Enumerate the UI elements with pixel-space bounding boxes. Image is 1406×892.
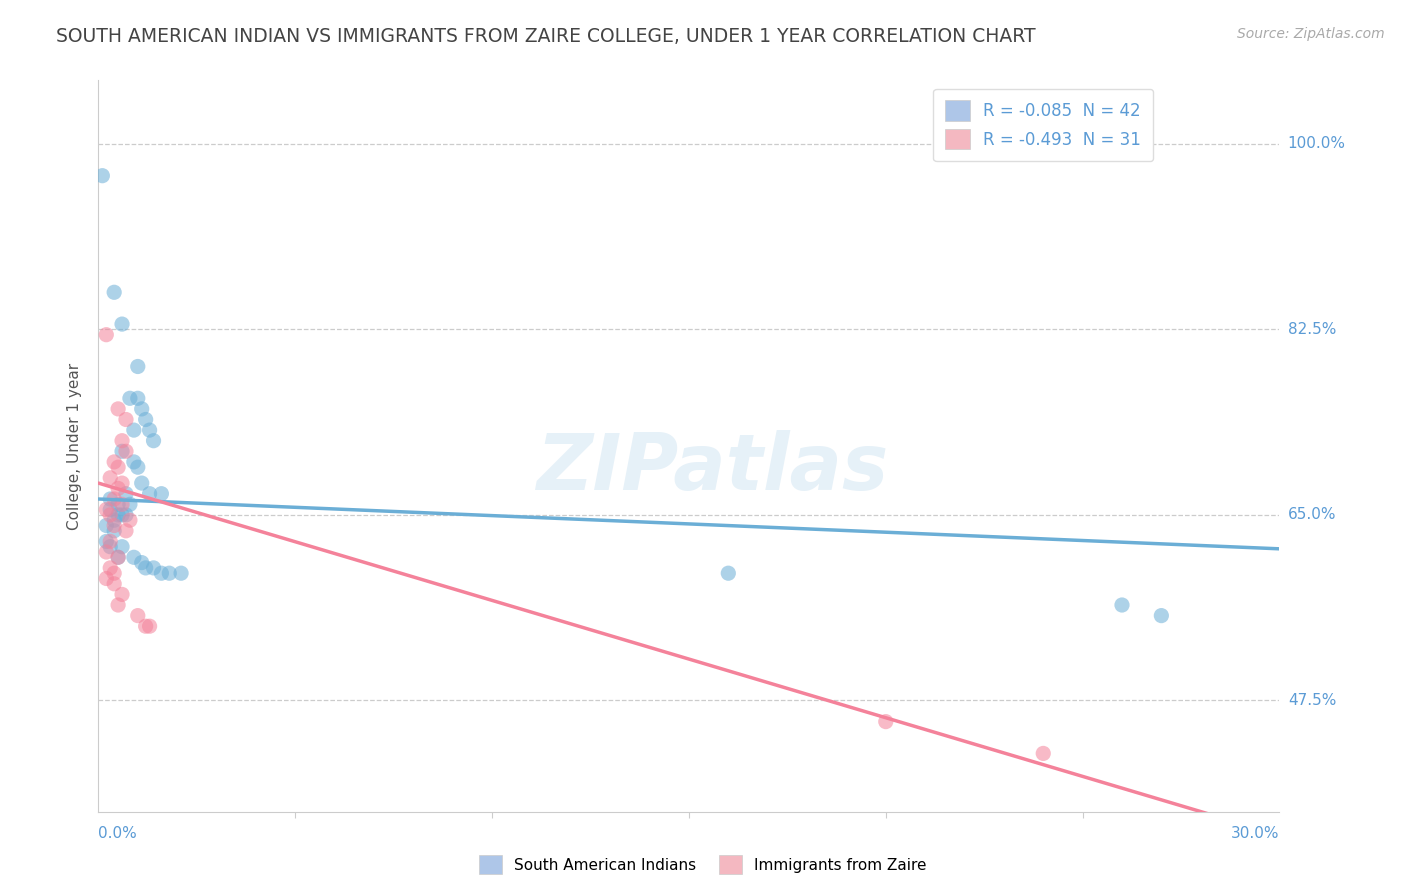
Point [131, 556, 153, 570]
Point [96, 502, 118, 516]
Point [142, 434, 165, 448]
Text: 0.0%: 0.0% [98, 826, 138, 841]
Point [157, 566, 180, 581]
Point [111, 497, 134, 511]
Point [96, 534, 118, 549]
Point [98, 540, 121, 554]
Point [98, 471, 121, 485]
Point [111, 587, 134, 601]
Point [103, 455, 125, 469]
Point [135, 619, 157, 633]
Point [170, 566, 193, 581]
Point [135, 412, 157, 426]
Point [875, 714, 897, 729]
Point [103, 518, 125, 533]
Point [111, 434, 134, 448]
Point [118, 392, 141, 406]
Point [127, 608, 149, 623]
Point [111, 317, 134, 331]
Point [103, 513, 125, 527]
Point [96, 518, 118, 533]
Point [98, 534, 121, 549]
Point [107, 598, 129, 612]
Point [1150, 608, 1173, 623]
Point [138, 486, 160, 500]
Point [98, 561, 121, 575]
Point [1032, 747, 1054, 761]
Point [118, 513, 141, 527]
Point [127, 392, 149, 406]
Point [107, 497, 129, 511]
Point [91, 169, 114, 183]
Point [122, 455, 145, 469]
Text: 30.0%: 30.0% [1232, 826, 1279, 841]
Text: Source: ZipAtlas.com: Source: ZipAtlas.com [1237, 27, 1385, 41]
Point [122, 423, 145, 437]
Point [115, 508, 138, 522]
Point [96, 572, 118, 586]
Legend: South American Indians, Immigrants from Zaire: South American Indians, Immigrants from … [472, 849, 934, 880]
Point [103, 524, 125, 538]
Point [127, 460, 149, 475]
Point [122, 550, 145, 565]
Text: 100.0%: 100.0% [1288, 136, 1346, 152]
Point [717, 566, 740, 581]
Point [107, 482, 129, 496]
Point [115, 444, 138, 458]
Point [103, 576, 125, 591]
Point [131, 401, 153, 416]
Point [103, 285, 125, 300]
Point [1111, 598, 1133, 612]
Point [107, 550, 129, 565]
Point [96, 327, 118, 342]
Point [98, 491, 121, 506]
Point [131, 476, 153, 491]
Point [107, 550, 129, 565]
Point [98, 502, 121, 516]
Text: 47.5%: 47.5% [1288, 693, 1336, 708]
Point [135, 561, 157, 575]
Point [111, 476, 134, 491]
Point [96, 545, 118, 559]
Text: SOUTH AMERICAN INDIAN VS IMMIGRANTS FROM ZAIRE COLLEGE, UNDER 1 YEAR CORRELATION: SOUTH AMERICAN INDIAN VS IMMIGRANTS FROM… [56, 27, 1036, 45]
Point [127, 359, 149, 374]
Text: ZIPatlas: ZIPatlas [537, 430, 889, 506]
Point [107, 460, 129, 475]
Point [138, 619, 160, 633]
Point [150, 566, 173, 581]
Legend: R = -0.085  N = 42, R = -0.493  N = 31: R = -0.085 N = 42, R = -0.493 N = 31 [934, 88, 1153, 161]
Point [138, 423, 160, 437]
Point [107, 401, 129, 416]
Point [142, 561, 165, 575]
Point [111, 444, 134, 458]
Point [150, 486, 173, 500]
Point [107, 508, 129, 522]
Text: 82.5%: 82.5% [1288, 322, 1336, 337]
Point [115, 486, 138, 500]
Point [103, 566, 125, 581]
Y-axis label: College, Under 1 year: College, Under 1 year [66, 362, 82, 530]
Point [111, 540, 134, 554]
Point [111, 508, 134, 522]
Point [118, 497, 141, 511]
Point [103, 491, 125, 506]
Text: 65.0%: 65.0% [1288, 508, 1336, 523]
Point [115, 524, 138, 538]
Point [98, 508, 121, 522]
Point [115, 412, 138, 426]
